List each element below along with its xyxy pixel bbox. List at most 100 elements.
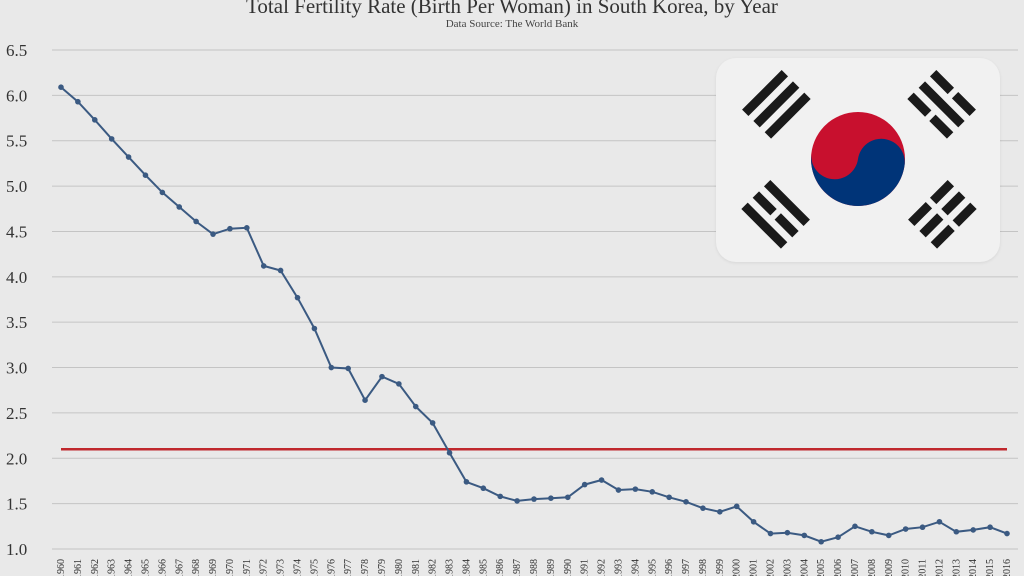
data-point [497, 493, 504, 500]
data-point [227, 225, 233, 232]
data-point [294, 294, 301, 301]
x-tick-label: 1963 [107, 559, 118, 576]
series-points [58, 84, 1010, 545]
x-tick-label: 2008 [867, 559, 878, 576]
trigram-gam-icon [907, 70, 976, 139]
y-tick-label: 3.5 [6, 313, 27, 332]
data-point [666, 494, 672, 501]
x-tick-label: 1996 [664, 559, 675, 576]
x-tick-label: 1992 [597, 559, 608, 576]
x-tick-label: 2000 [732, 559, 743, 576]
data-point [463, 479, 470, 485]
x-tick-label: 1969 [208, 559, 219, 576]
data-point [548, 495, 554, 501]
trigram-ri-icon [741, 180, 810, 249]
data-point [480, 485, 487, 492]
x-tick-label: 2002 [766, 559, 777, 576]
x-tick-label: 1995 [647, 559, 658, 576]
data-point [176, 204, 183, 210]
x-tick-label: 1980 [394, 559, 405, 576]
x-tick-label: 2009 [884, 559, 895, 576]
data-point [649, 489, 656, 495]
x-tick-label: 1974 [293, 559, 304, 576]
data-point [328, 364, 335, 371]
data-point [953, 528, 960, 535]
south-korea-flag-icon [741, 70, 977, 249]
x-tick-label: 1997 [681, 559, 692, 576]
y-tick-labels: 1.0 1.5 2.0 2.5 3.0 3.5 4.0 4.5 5.0 5.5 6.0 6.5 [6, 41, 27, 559]
x-tick-label: 1966 [157, 559, 168, 576]
data-point [260, 263, 267, 269]
data-point [159, 189, 166, 196]
data-point [277, 267, 284, 274]
x-tick-label: 2005 [816, 559, 827, 576]
x-tick-label: 2011 [918, 559, 929, 576]
x-tick-label: 1960 [56, 559, 67, 576]
x-tick-label: 2012 [934, 559, 945, 576]
x-tick-label: 2010 [901, 559, 912, 576]
y-tick-label: 6.5 [6, 41, 27, 60]
x-tick-label: 2003 [782, 559, 793, 576]
y-tick-label: 4.5 [6, 222, 27, 241]
x-tick-label: 1975 [309, 559, 320, 576]
x-tick-label: 1987 [512, 559, 523, 576]
data-point [970, 527, 977, 533]
data-point [598, 477, 605, 483]
x-tick-label: 2007 [850, 559, 861, 576]
south-korea-flag-card [716, 58, 1000, 262]
data-point [885, 532, 892, 539]
data-point [632, 486, 639, 492]
x-tick-label: 1989 [546, 559, 557, 576]
y-tick-label: 5.0 [6, 177, 27, 196]
y-tick-label: 6.0 [6, 86, 27, 105]
x-tick-label: 2006 [833, 559, 844, 576]
x-tick-label: 1977 [343, 559, 354, 576]
data-point [142, 172, 149, 179]
data-point [412, 403, 419, 410]
data-point [717, 509, 723, 515]
data-point [818, 538, 824, 545]
x-tick-label: 1984 [461, 559, 472, 576]
y-tick-label: 4.0 [6, 268, 27, 287]
data-point [987, 524, 993, 531]
x-tick-label: 1979 [377, 559, 388, 576]
y-tick-label: 2.0 [6, 449, 27, 468]
data-point [581, 481, 588, 488]
x-tick-label: 1968 [191, 559, 202, 576]
data-point [564, 494, 571, 501]
y-tick-label: 1.5 [6, 495, 27, 514]
x-tick-label: 1994 [630, 559, 641, 576]
x-tick-label: 1970 [225, 559, 236, 576]
x-tick-label: 1982 [428, 559, 439, 576]
data-point [446, 450, 453, 456]
x-tick-labels: 1960 1961 1962 1963 1964 1965 1966 1967 1968 1969… [56, 559, 1013, 576]
data-point [801, 532, 808, 539]
x-tick-label: 1967 [174, 559, 185, 576]
x-tick-label: 2004 [799, 559, 810, 576]
x-tick-label: 1983 [445, 559, 456, 576]
data-point [75, 98, 81, 105]
data-point [531, 496, 537, 502]
data-point [936, 518, 943, 525]
data-point [379, 373, 385, 380]
data-point [396, 381, 402, 387]
data-point [91, 117, 98, 123]
x-tick-label: 2015 [985, 559, 996, 576]
x-tick-label: 1985 [478, 559, 489, 576]
y-tick-label: 2.5 [6, 404, 27, 423]
x-tick-label: 1964 [124, 559, 135, 576]
x-tick-label: 1988 [529, 559, 540, 576]
data-point [902, 526, 909, 532]
x-tick-label: 1961 [73, 559, 84, 576]
x-tick-label: 1986 [495, 559, 506, 576]
data-point [429, 420, 436, 426]
data-point [345, 365, 351, 372]
y-tick-label: 3.0 [6, 359, 27, 378]
y-tick-label: 5.5 [6, 132, 27, 151]
x-tick-label: 1972 [259, 559, 270, 576]
data-point [210, 231, 216, 237]
x-tick-label: 1981 [411, 559, 422, 576]
x-tick-label: 2013 [951, 559, 962, 576]
x-tick-label: 1965 [140, 559, 151, 576]
x-tick-label: 1993 [613, 559, 624, 576]
